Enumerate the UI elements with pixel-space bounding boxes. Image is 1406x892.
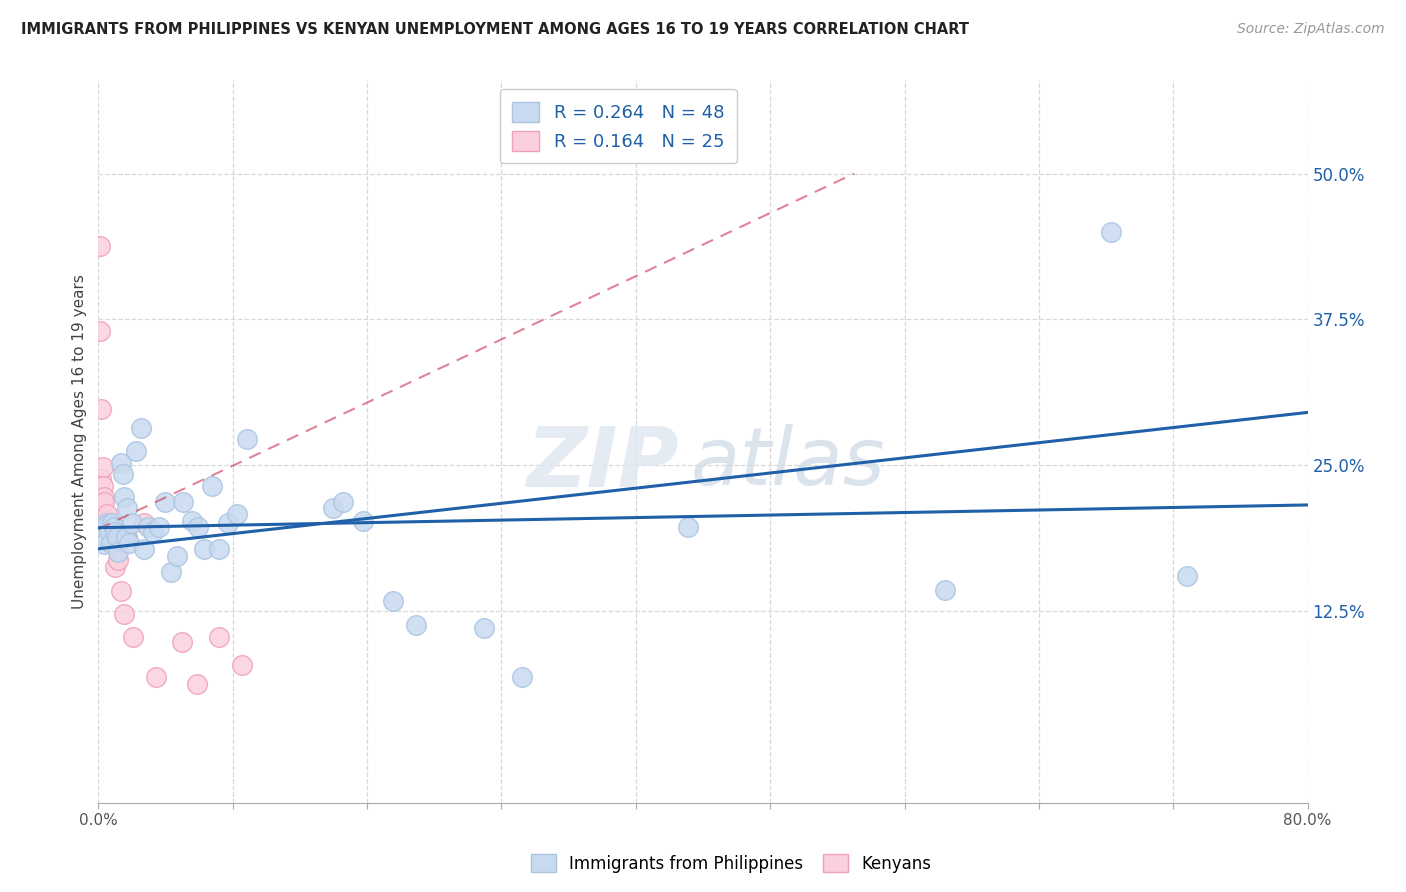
Point: [115, 530, 138, 544]
Point: [112, 607, 135, 621]
Point: [94, 516, 117, 530]
Point: [98, 518, 121, 533]
Point: [105, 530, 128, 544]
Point: [89, 239, 111, 253]
Legend: Immigrants from Philippines, Kenyans: Immigrants from Philippines, Kenyans: [524, 847, 938, 880]
Point: [93, 495, 115, 509]
Point: [96, 518, 118, 533]
Point: [405, 617, 427, 632]
Point: [208, 630, 231, 644]
Point: [153, 495, 176, 509]
Point: [100, 530, 122, 544]
Point: [110, 456, 132, 470]
Point: [104, 560, 127, 574]
Point: [107, 545, 129, 559]
Point: [166, 549, 188, 563]
Point: [1175, 568, 1198, 582]
Point: [510, 670, 533, 684]
Point: [90, 401, 112, 416]
Point: [118, 536, 141, 550]
Point: [132, 541, 155, 556]
Point: [111, 467, 134, 482]
Point: [226, 507, 249, 521]
Point: [187, 519, 209, 533]
Legend: R = 0.264   N = 48, R = 0.164   N = 25: R = 0.264 N = 48, R = 0.164 N = 25: [499, 89, 737, 163]
Point: [472, 621, 495, 635]
Point: [90, 522, 112, 536]
Point: [129, 420, 152, 434]
Text: ZIP: ZIP: [526, 423, 679, 504]
Point: [122, 630, 145, 644]
Point: [235, 432, 257, 446]
Point: [112, 491, 135, 505]
Point: [94, 514, 117, 528]
Point: [193, 541, 215, 556]
Point: [934, 582, 956, 597]
Point: [100, 536, 122, 550]
Point: [186, 677, 208, 691]
Point: [322, 500, 344, 515]
Point: [103, 519, 125, 533]
Point: [93, 491, 115, 505]
Point: [201, 479, 224, 493]
Point: [96, 507, 118, 521]
Text: Source: ZipAtlas.com: Source: ZipAtlas.com: [1237, 22, 1385, 37]
Point: [101, 518, 124, 533]
Point: [101, 516, 124, 530]
Point: [208, 541, 231, 556]
Y-axis label: Unemployment Among Ages 16 to 19 years: Unemployment Among Ages 16 to 19 years: [72, 274, 87, 609]
Point: [121, 516, 143, 530]
Point: [382, 594, 405, 608]
Point: [91, 530, 114, 544]
Point: [132, 516, 155, 530]
Point: [181, 514, 204, 528]
Point: [217, 516, 239, 530]
Point: [145, 670, 167, 684]
Point: [676, 519, 699, 533]
Point: [172, 495, 194, 509]
Point: [148, 519, 170, 533]
Point: [114, 530, 136, 544]
Point: [91, 460, 114, 475]
Point: [93, 537, 115, 551]
Point: [136, 519, 159, 533]
Point: [90, 472, 112, 486]
Point: [104, 525, 127, 540]
Point: [89, 324, 111, 338]
Point: [98, 524, 121, 539]
Point: [332, 495, 354, 509]
Point: [91, 479, 114, 493]
Point: [1099, 225, 1122, 239]
Text: IMMIGRANTS FROM PHILIPPINES VS KENYAN UNEMPLOYMENT AMONG AGES 16 TO 19 YEARS COR: IMMIGRANTS FROM PHILIPPINES VS KENYAN UN…: [21, 22, 969, 37]
Point: [160, 565, 183, 579]
Point: [170, 635, 193, 649]
Text: atlas: atlas: [690, 425, 886, 502]
Point: [231, 658, 253, 673]
Point: [125, 443, 148, 458]
Point: [142, 525, 165, 540]
Point: [110, 583, 132, 598]
Point: [352, 514, 374, 528]
Point: [115, 500, 138, 515]
Point: [107, 553, 129, 567]
